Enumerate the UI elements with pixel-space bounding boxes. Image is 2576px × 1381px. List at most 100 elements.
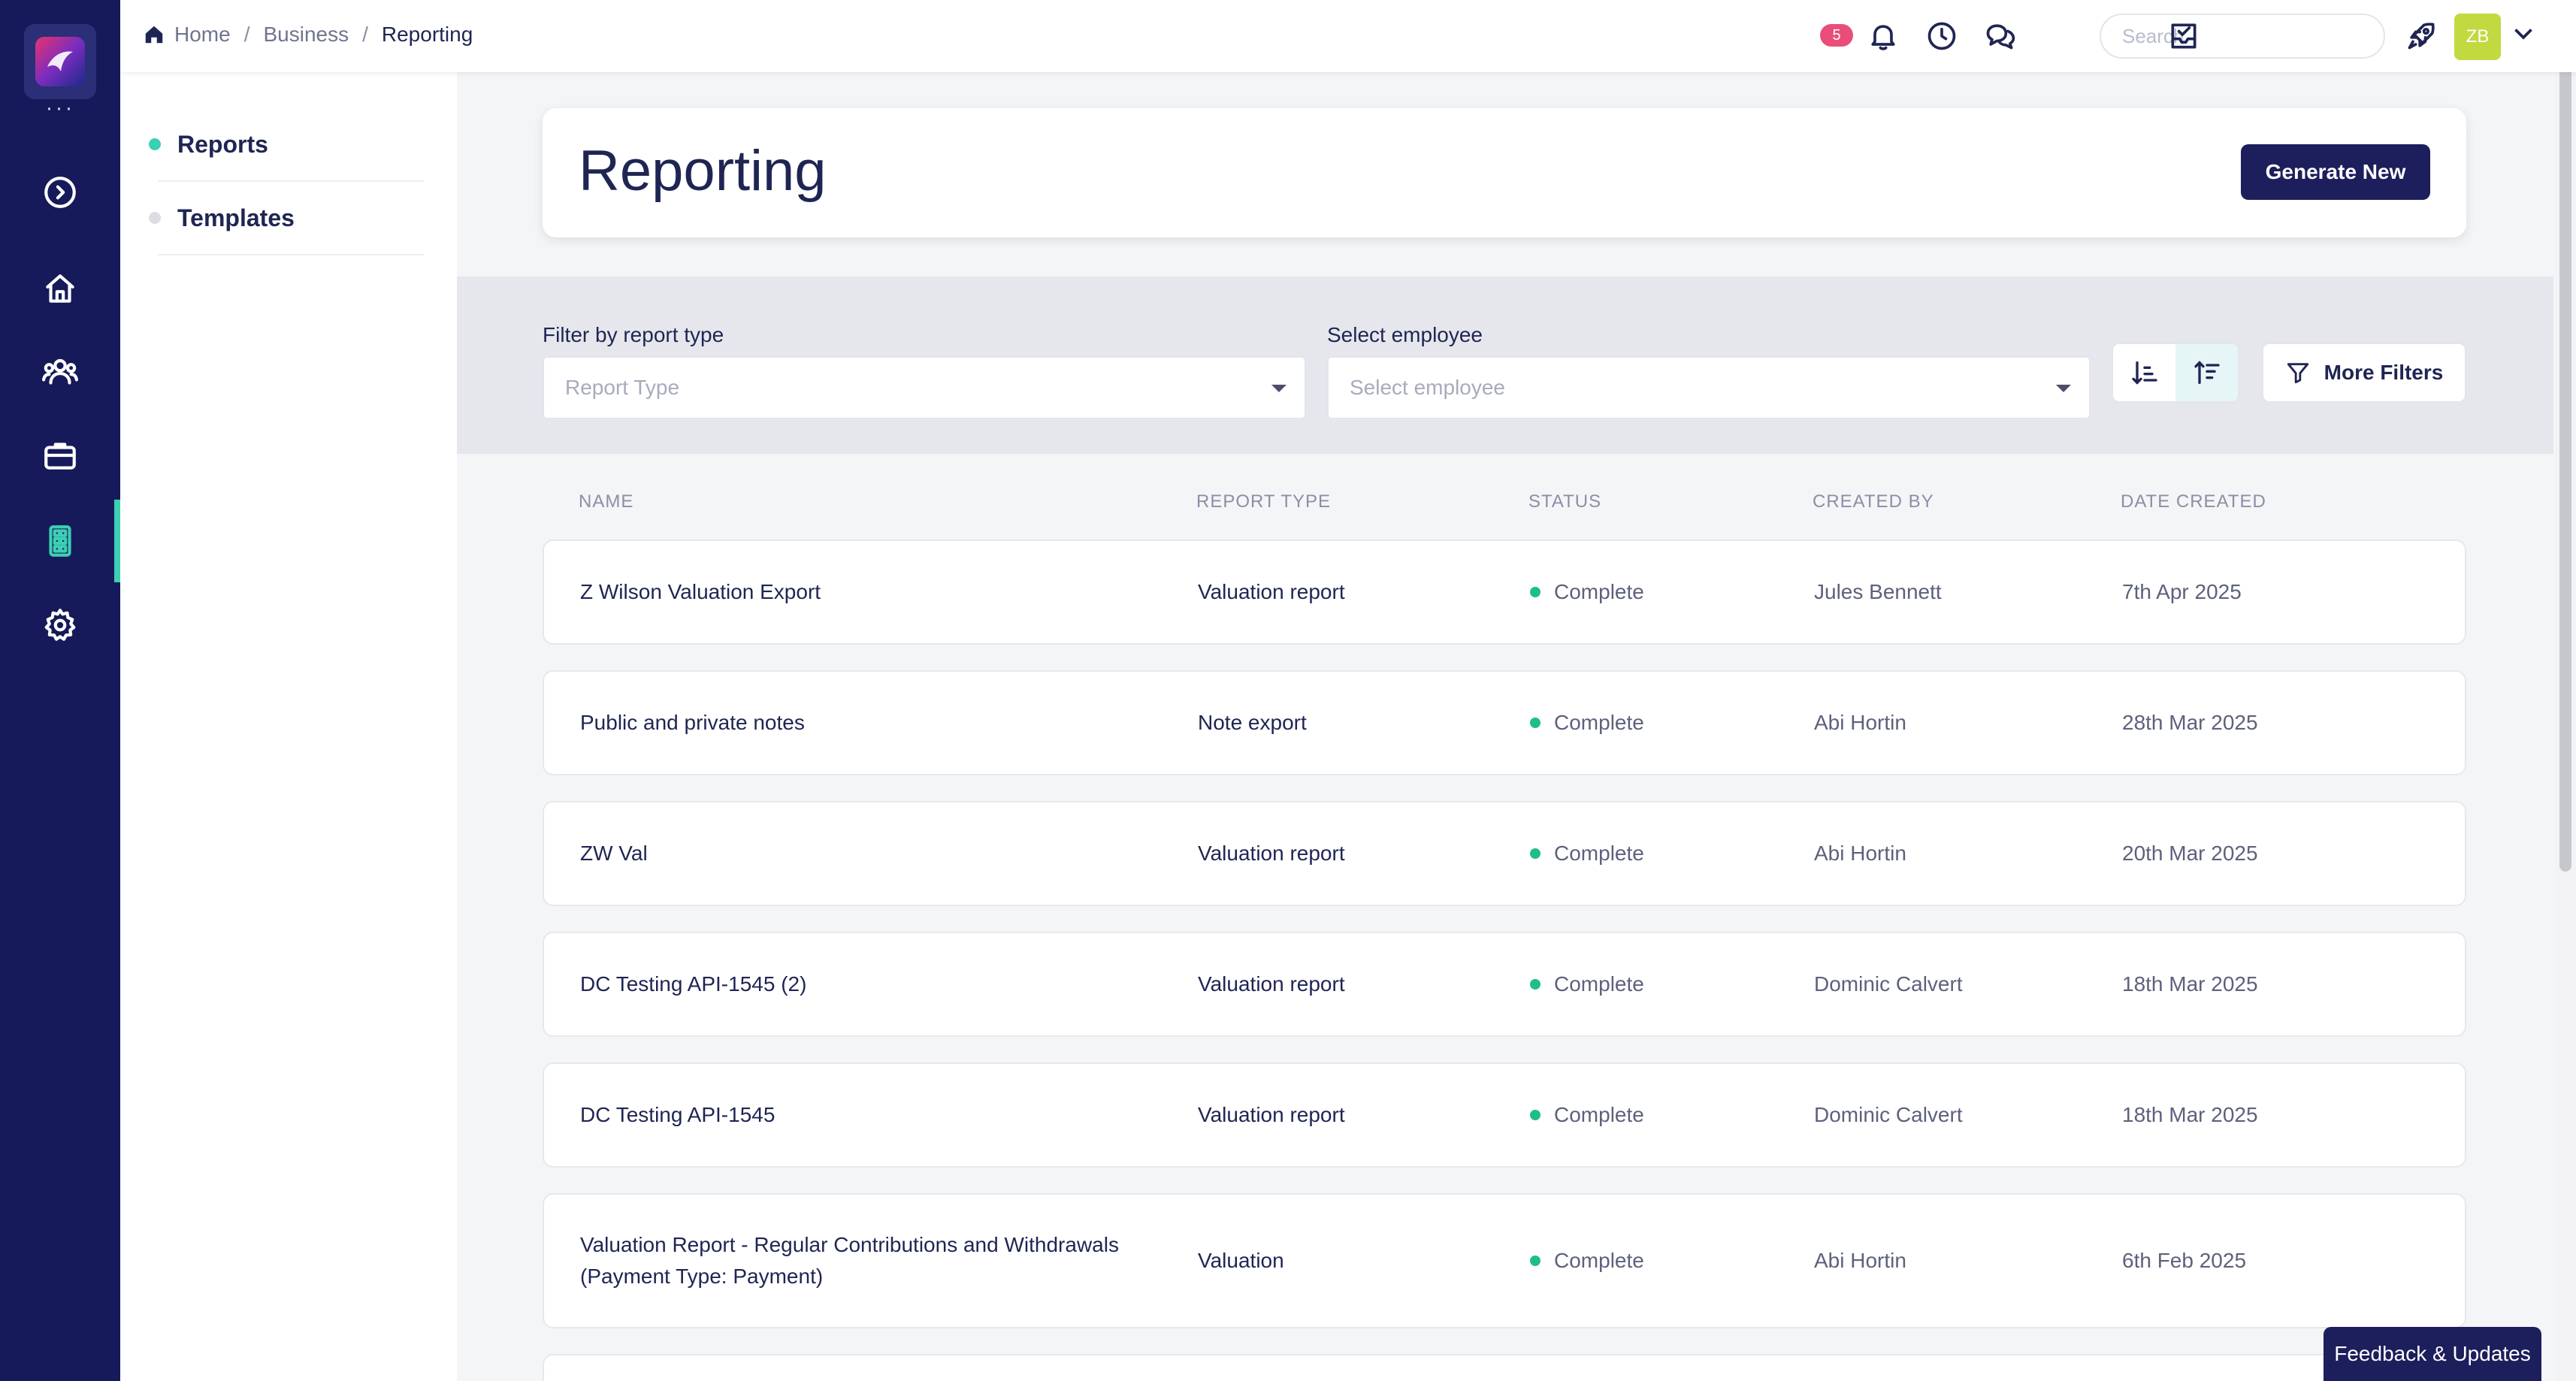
status-dot-icon <box>1530 1256 1540 1266</box>
column-header-name[interactable]: NAME <box>579 491 634 512</box>
column-header-created-by[interactable]: CREATED BY <box>1813 491 1934 512</box>
breadcrumb-separator: / <box>362 23 368 46</box>
report-type-select[interactable]: Report Type <box>543 356 1306 419</box>
report-type-placeholder: Report Type <box>565 376 680 399</box>
breadcrumb-business[interactable]: Business <box>263 23 349 46</box>
row-name: DC Testing API-1545 <box>580 1103 776 1126</box>
column-header-report-type[interactable]: REPORT TYPE <box>1196 491 1332 512</box>
more-dots-icon[interactable]: ··· <box>45 95 75 120</box>
row-created-by: Abi Hortin <box>1814 842 1906 865</box>
caret-down-icon <box>1271 385 1286 392</box>
row-status: Complete <box>1530 1195 1644 1327</box>
generate-new-button[interactable]: Generate New <box>2241 144 2430 200</box>
row-created-by: Dominic Calvert <box>1814 972 1963 996</box>
chat-icon[interactable] <box>1981 17 2020 56</box>
table-row[interactable]: Public and private notes Note export Com… <box>543 670 2466 775</box>
employee-select[interactable]: Select employee <box>1327 356 2091 419</box>
clock-icon[interactable] <box>1922 17 1961 56</box>
caret-down-icon <box>2056 385 2071 392</box>
row-name: Valuation Report - Regular Contributions… <box>580 1195 1119 1327</box>
row-status: Complete <box>1530 802 1644 905</box>
page-scrollbar-thumb[interactable] <box>2559 8 2571 872</box>
chevron-down-icon[interactable] <box>2510 20 2543 53</box>
column-header-status[interactable]: STATUS <box>1528 491 1602 512</box>
row-created-by: Jules Bennett <box>1814 580 1942 603</box>
row-name: Public and private notes <box>580 711 805 734</box>
employee-filter-label: Select employee <box>1327 323 1483 346</box>
page-title: Reporting <box>579 139 827 203</box>
row-report-type: Valuation report <box>1198 580 1345 603</box>
status-dot-icon <box>1530 848 1540 859</box>
active-nav-indicator <box>114 500 120 582</box>
row-date-created: 18th Mar 2025 <box>2122 1103 2258 1126</box>
row-report-type: Valuation report <box>1198 842 1345 865</box>
user-avatar[interactable]: ZB <box>2454 14 2501 60</box>
row-name: ZW Val <box>580 842 648 865</box>
sort-descending-icon <box>2194 361 2220 384</box>
page-header-card: Reporting Generate New <box>543 108 2466 237</box>
row-report-type: Valuation report <box>1198 972 1345 996</box>
notification-count-badge: 5 <box>1820 24 1853 47</box>
sort-descending-button[interactable] <box>2175 344 2238 401</box>
calculator-nav-icon[interactable] <box>38 518 83 564</box>
table-row[interactable]: Valuation Report - Regular Contributions… <box>543 1193 2466 1328</box>
bell-icon[interactable] <box>1864 17 1903 56</box>
sort-toggle-group <box>2112 343 2239 403</box>
row-date-created: 28th Mar 2025 <box>2122 711 2258 734</box>
filter-funnel-icon <box>2287 363 2308 384</box>
row-name-line-2: (Payment Type: Payment) <box>580 1265 824 1288</box>
row-status-label: Complete <box>1554 1249 1644 1272</box>
row-date-created: 7th Apr 2025 <box>2122 580 2242 603</box>
logo-image <box>35 37 85 86</box>
active-dot-icon <box>149 138 161 150</box>
app-logo[interactable] <box>24 24 96 99</box>
employee-placeholder: Select employee <box>1350 376 1506 399</box>
row-created-by: Dominic Calvert <box>1814 1103 1963 1126</box>
row-created-by: Abi Hortin <box>1814 1249 1906 1272</box>
column-header-date-created[interactable]: DATE CREATED <box>2121 491 2266 512</box>
row-report-type: Note export <box>1198 711 1307 734</box>
table-row[interactable]: DC Testing API-1545 (2) Valuation report… <box>543 932 2466 1037</box>
row-created-by: Abi Hortin <box>1814 711 1906 734</box>
sort-ascending-button[interactable] <box>2113 344 2175 401</box>
status-dot-icon <box>1530 587 1540 597</box>
briefcase-nav-icon[interactable] <box>38 433 83 478</box>
row-date-created: 20th Mar 2025 <box>2122 842 2258 865</box>
top-bar: Home / Business / Reporting 5 ZB <box>120 0 2576 72</box>
search-input[interactable] <box>2100 14 2385 59</box>
reporting-subnav: Reports Templates <box>120 72 457 1381</box>
rocket-icon[interactable] <box>2402 17 2441 56</box>
row-status-label: Complete <box>1554 580 1644 603</box>
row-status: Complete <box>1530 541 1644 643</box>
subnav-item-label: Templates <box>177 204 295 231</box>
row-status: Complete <box>1530 933 1644 1035</box>
row-status: Complete <box>1530 1064 1644 1166</box>
row-status-label: Complete <box>1554 842 1644 865</box>
row-name: DC Testing API-1545 (2) <box>580 972 807 996</box>
home-nav-icon[interactable] <box>38 266 83 311</box>
table-row[interactable]: ZW Val Valuation report Complete Abi Hor… <box>543 801 2466 906</box>
bird-logo-icon <box>47 51 73 71</box>
table-row-partial[interactable] <box>543 1354 2466 1381</box>
inbox-check-icon-display[interactable] <box>2164 17 2203 56</box>
home-icon[interactable] <box>143 23 165 46</box>
row-date-created: 6th Feb 2025 <box>2122 1249 2247 1272</box>
table-row[interactable]: Z Wilson Valuation Export Valuation repo… <box>543 539 2466 645</box>
breadcrumb-current: Reporting <box>381 23 473 46</box>
table-header: NAME REPORT TYPE STATUS CREATED BY DATE … <box>543 491 2466 521</box>
row-status-label: Complete <box>1554 972 1644 996</box>
status-dot-icon <box>1530 979 1540 990</box>
people-nav-icon[interactable] <box>38 349 83 394</box>
feedback-updates-button[interactable]: Feedback & Updates <box>2324 1327 2541 1381</box>
breadcrumb-home[interactable]: Home <box>174 23 231 46</box>
subnav-item-templates[interactable]: Templates <box>149 182 424 255</box>
settings-nav-icon[interactable] <box>38 603 83 648</box>
expand-nav-icon[interactable] <box>38 170 83 215</box>
status-dot-icon <box>1530 1110 1540 1120</box>
more-filters-button[interactable]: More Filters <box>2262 343 2466 403</box>
table-row[interactable]: DC Testing API-1545 Valuation report Com… <box>543 1062 2466 1168</box>
inactive-dot-icon <box>149 212 161 224</box>
subnav-item-reports[interactable]: Reports <box>149 108 424 182</box>
row-status: Complete <box>1530 672 1644 774</box>
row-report-type: Valuation report <box>1198 1103 1345 1126</box>
